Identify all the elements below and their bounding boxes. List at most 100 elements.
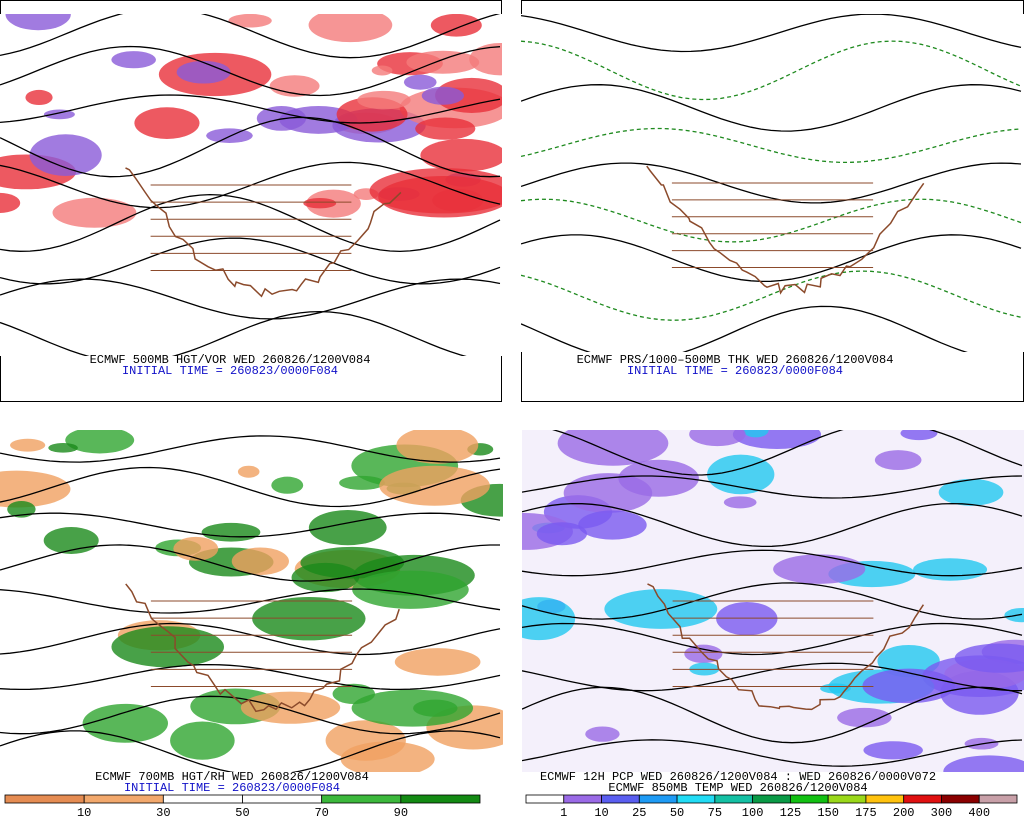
caption-subtitle: INITIAL TIME = 260823/0000F084 (124, 781, 340, 795)
colorbar-swatch (4, 794, 85, 804)
contour-line (522, 549, 1023, 577)
shaded-area (308, 14, 393, 43)
contour-line (521, 84, 1022, 132)
shaded-area (303, 198, 337, 209)
contour-line (521, 234, 1022, 283)
caption-subtitle: INITIAL TIME = 260823/0000F084 (122, 364, 338, 378)
contour-line (0, 588, 501, 614)
shaded-area (332, 683, 376, 705)
panel: ECMWF 500MB HGT/VOR WED 260826/1200V084I… (0, 0, 502, 402)
colorbar-swatch (714, 794, 754, 804)
colorbar-label: 50 (235, 806, 249, 819)
colorbar-label: 1 (560, 806, 567, 819)
shaded-area (938, 478, 1004, 506)
caption-title: ECMWF 12H PCP WED 260826/1200V084 : WED … (540, 770, 936, 784)
colorbar-swatch (978, 794, 1018, 804)
colorbar-swatch (789, 794, 829, 804)
contour-line (521, 162, 1022, 204)
shaded-area (863, 741, 923, 760)
shaded-area (82, 703, 169, 743)
map (522, 430, 1024, 772)
shaded-area (578, 510, 647, 540)
shaded-area (396, 430, 479, 464)
shaded-area (522, 597, 576, 641)
shaded-area (271, 476, 304, 494)
shaded-area (29, 134, 102, 177)
shaded-area (48, 443, 78, 453)
contour-line (552, 430, 1023, 476)
colorbar-label: 10 (77, 806, 91, 819)
shaded-area (723, 496, 757, 509)
shaded-area (357, 90, 411, 110)
shaded-area (43, 109, 75, 120)
shaded-area (420, 138, 502, 172)
shaded-area (10, 438, 46, 452)
colorbar-swatch (601, 794, 640, 804)
colorbar-swatch (676, 794, 716, 804)
contour-line (0, 730, 501, 772)
colorbar-swatch (903, 794, 942, 804)
shaded-area (351, 689, 474, 727)
coastline (647, 583, 925, 711)
shaded-area (743, 430, 769, 438)
caption-subtitle: INITIAL TIME = 260823/0000F084 (627, 364, 843, 378)
shaded-area (689, 430, 746, 447)
contour-line (521, 270, 1022, 321)
shaded-area (228, 14, 272, 28)
map (0, 14, 502, 356)
contour-line (522, 475, 1023, 499)
contour-line (0, 544, 500, 582)
colorbar-swatch (321, 794, 402, 804)
shaded-area (604, 589, 718, 629)
contour-line (0, 116, 501, 178)
contour-line (522, 739, 1023, 767)
shaded-area (25, 89, 53, 106)
shaded-area (954, 643, 1024, 673)
colorbar-label: 150 (817, 806, 839, 819)
colorbar-label: 75 (708, 806, 722, 819)
caption-title: ECMWF 700MB HGT/RH WED 260826/1200V084 (95, 770, 369, 784)
panel: ECMWF 700MB HGT/RH WED 260826/1200V084IN… (0, 430, 503, 819)
contour-line (0, 14, 501, 59)
panel: ECMWF PRS/1000–500MB THK WED 260826/1200… (521, 0, 1024, 402)
shaded-area (585, 726, 620, 742)
shaded-area (557, 430, 669, 466)
contour-line (522, 622, 1023, 656)
contour-line (0, 45, 501, 97)
colorbar-label: 90 (394, 806, 408, 819)
contour-line (0, 94, 501, 124)
shaded-area (536, 522, 587, 546)
shaded-area (900, 430, 938, 441)
caption-title: ECMWF 500MB HGT/VOR WED 260826/1200V084 (90, 353, 371, 367)
shaded-area (406, 50, 480, 74)
coastline (646, 165, 925, 295)
shaded-area (403, 74, 437, 90)
colorbar-swatch (827, 794, 867, 804)
colorbar-swatch (83, 794, 164, 804)
colorbar-label: 50 (670, 806, 684, 819)
contour-line (0, 466, 501, 508)
shaded-area (173, 536, 219, 561)
colorbar-swatch (162, 794, 243, 804)
caption-title: ECMWF PRS/1000–500MB THK WED 260826/1200… (577, 353, 894, 367)
contour-line (0, 622, 501, 656)
shaded-area (170, 721, 235, 760)
panel: ECMWF 12H PCP WED 260826/1200V084 : WED … (522, 430, 1024, 819)
colorbar-label: 400 (968, 806, 990, 819)
map (0, 430, 503, 772)
colorbar-label: 10 (594, 806, 608, 819)
shaded-area (65, 430, 135, 454)
shaded-area (563, 473, 653, 513)
contour-line (0, 695, 501, 735)
shaded-area (837, 707, 892, 728)
shaded-area (206, 128, 253, 143)
shaded-area (176, 60, 231, 84)
shaded-area (0, 192, 21, 213)
shaded-area (435, 77, 502, 113)
shaded-area (111, 626, 225, 668)
shaded-area (773, 554, 866, 584)
colorbar-swatch (865, 794, 905, 804)
map (521, 14, 1024, 352)
contour-line (521, 198, 1022, 243)
